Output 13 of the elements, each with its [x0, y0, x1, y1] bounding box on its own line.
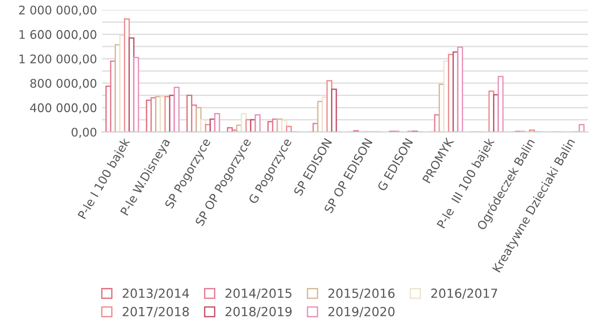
y-tick-label: 1 600 000,00 [20, 30, 96, 40]
y-tick-label: 2 000 000,00 [19, 6, 96, 16]
legend-label: 2016/2017 [431, 288, 498, 299]
legend-label: 2013/2014 [122, 288, 189, 299]
y-tick-label: 1 200 000,00 [20, 54, 96, 65]
legend-label: 2014/2015 [226, 288, 292, 299]
legend-label: 2018/2019 [226, 306, 292, 318]
legend-label: 2015/2016 [328, 288, 395, 299]
legend-label: 2017/2018 [122, 306, 189, 318]
y-tick-label: 400 000,00 [30, 103, 96, 114]
legend-label: 2019/2020 [328, 306, 395, 318]
y-tick-label: 800 000,00 [30, 78, 96, 90]
y-tick-label: 0,00 [72, 128, 96, 138]
